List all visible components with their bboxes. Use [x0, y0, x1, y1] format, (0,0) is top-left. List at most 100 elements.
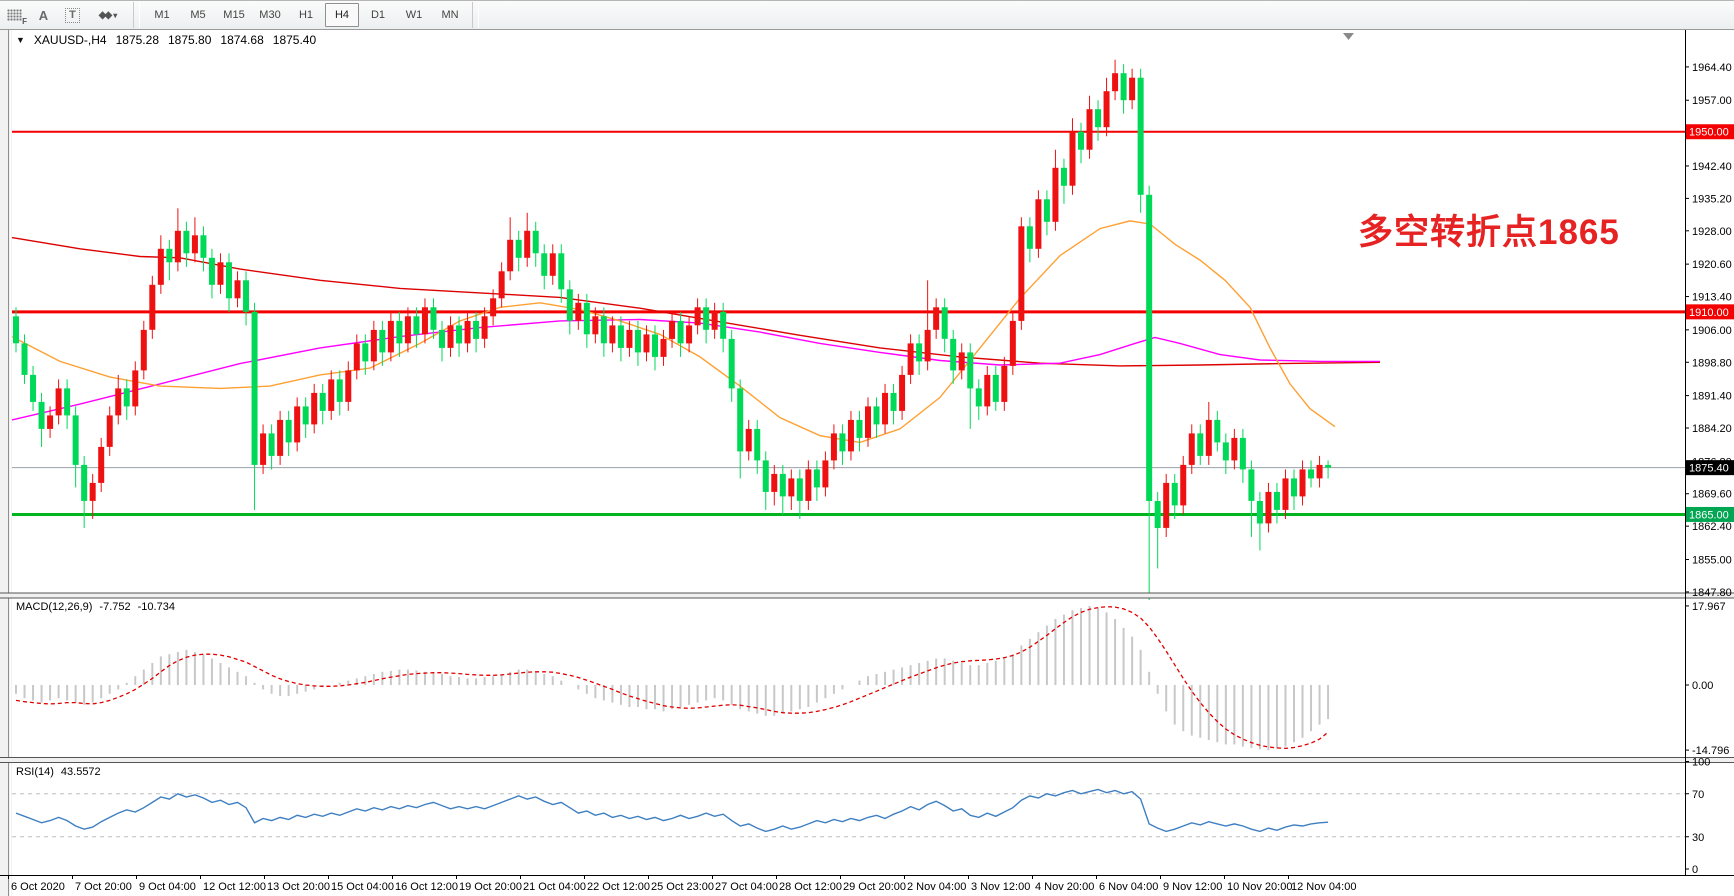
svg-text:16 Oct 12:00: 16 Oct 12:00 — [395, 881, 458, 893]
panel-separators — [0, 592, 1734, 763]
svg-text:1935.20: 1935.20 — [1692, 193, 1732, 205]
svg-text:2 Nov 04:00: 2 Nov 04:00 — [907, 881, 966, 893]
rsi-panel — [12, 788, 1685, 838]
svg-text:1891.40: 1891.40 — [1692, 391, 1732, 403]
fibonacci-tool-button[interactable]: F — [1, 3, 28, 27]
price-axis[interactable]: 1964.40 1957.00 1942.40 1935.20 1928.00 1920.… — [1685, 62, 1732, 599]
macd-signal-line — [15, 606, 1329, 750]
svg-text:17.967: 17.967 — [1692, 601, 1726, 613]
svg-text:1862.40: 1862.40 — [1692, 521, 1732, 533]
svg-text:27 Oct 04:00: 27 Oct 04:00 — [715, 881, 778, 893]
toolbar-separator — [133, 2, 140, 28]
toolbar-separator-2 — [472, 2, 479, 28]
svg-text:1950.00: 1950.00 — [1689, 127, 1729, 139]
svg-text:1906.00: 1906.00 — [1692, 325, 1732, 337]
svg-text:1855.00: 1855.00 — [1692, 554, 1732, 566]
svg-text:-14.796: -14.796 — [1692, 745, 1729, 757]
svg-text:1942.40: 1942.40 — [1692, 161, 1732, 173]
svg-text:70: 70 — [1692, 789, 1704, 801]
timeframe-button-m30[interactable]: M30 — [259, 9, 281, 21]
fibonacci-grid-icon: F — [7, 9, 27, 26]
svg-text:19 Oct 20:00: 19 Oct 20:00 — [459, 881, 522, 893]
svg-text:28 Oct 12:00: 28 Oct 12:00 — [779, 881, 842, 893]
background — [0, 30, 1734, 896]
macd-panel — [15, 605, 1330, 751]
svg-text:1847.80: 1847.80 — [1692, 587, 1732, 599]
axes-frame — [0, 30, 1734, 876]
rsi-value: 43.5572 — [60, 766, 101, 778]
ma-fast — [11, 220, 1336, 444]
macd-indicator-label: MACD(12,26,9) -7.752 -10.734 — [16, 601, 175, 613]
arrows-icon: ◆◆ — [98, 9, 112, 21]
chart-shift-marker-icon — [1343, 33, 1354, 40]
svg-text:9 Oct 04:00: 9 Oct 04:00 — [139, 881, 196, 893]
svg-text:7 Oct 20:00: 7 Oct 20:00 — [75, 881, 132, 893]
svg-text:6 Nov 04:00: 6 Nov 04:00 — [1099, 881, 1158, 893]
macd-signal-value: -10.734 — [137, 601, 175, 613]
svg-text:3 Nov 12:00: 3 Nov 12:00 — [971, 881, 1030, 893]
svg-text:1957.00: 1957.00 — [1692, 95, 1732, 107]
svg-text:25 Oct 23:00: 25 Oct 23:00 — [651, 881, 714, 893]
svg-text:1875.40: 1875.40 — [1689, 463, 1729, 475]
timeframe-button-h4[interactable]: H4 — [325, 3, 359, 27]
symbol-timeframe-label: XAUUSD-,H4 — [33, 33, 107, 47]
left-gutter — [0, 30, 12, 896]
arrows-tool-button[interactable]: ◆◆ ▾ — [88, 3, 128, 27]
svg-text:100: 100 — [1692, 757, 1710, 769]
text-label-tool-button[interactable]: T — [59, 3, 86, 27]
toolbar: F A T ◆◆ ▾ M1 M5 M15 M30 H1 H4 D1 W1 MN — [0, 0, 1734, 30]
timeframe-group: M1 M5 M15 M30 H1 H4 D1 W1 MN — [144, 3, 468, 27]
symbol-dropdown-icon[interactable]: ▼ — [16, 35, 25, 45]
svg-text:6 Oct 2020: 6 Oct 2020 — [11, 881, 65, 893]
timeframe-button-h1[interactable]: H1 — [298, 9, 314, 21]
ma-mid — [11, 318, 1380, 421]
text-tool-button[interactable]: A — [30, 3, 57, 27]
svg-text:13 Oct 20:00: 13 Oct 20:00 — [267, 881, 330, 893]
svg-text:22 Oct 12:00: 22 Oct 12:00 — [587, 881, 650, 893]
timeframe-button-m5[interactable]: M5 — [190, 9, 206, 21]
timeframe-button-d1[interactable]: D1 — [370, 9, 386, 21]
svg-text:0.00: 0.00 — [1692, 680, 1713, 692]
chevron-down-icon: ▾ — [113, 10, 118, 20]
svg-text:9 Nov 12:00: 9 Nov 12:00 — [1163, 881, 1222, 893]
svg-text:30: 30 — [1692, 832, 1704, 844]
time-axis[interactable]: 6 Oct 2020 7 Oct 20:00 9 Oct 04:00 12 Oct 1… — [8, 875, 1357, 893]
timeframe-button-mn[interactable]: MN — [441, 9, 459, 21]
svg-text:1869.60: 1869.60 — [1692, 489, 1732, 501]
svg-text:12 Nov 04:00: 12 Nov 04:00 — [1291, 881, 1356, 893]
svg-text:1964.40: 1964.40 — [1692, 62, 1732, 74]
horizontal-levels — [12, 130, 1685, 516]
candlesticks — [13, 59, 1332, 601]
svg-text:4 Nov 20:00: 4 Nov 20:00 — [1035, 881, 1094, 893]
svg-text:29 Oct 20:00: 29 Oct 20:00 — [843, 881, 906, 893]
text-label-icon: T — [65, 7, 80, 23]
svg-text:1913.40: 1913.40 — [1692, 292, 1732, 304]
svg-text:21 Oct 04:00: 21 Oct 04:00 — [523, 881, 586, 893]
svg-text:12 Oct 12:00: 12 Oct 12:00 — [203, 881, 266, 893]
price-badges: 1950.00 1910.00 1875.40 1865.00 — [1686, 124, 1734, 522]
macd-main-value: -7.752 — [99, 601, 131, 613]
ohlc-close: 1875.40 — [272, 33, 317, 47]
svg-text:1884.20: 1884.20 — [1692, 423, 1732, 435]
svg-text:1865.00: 1865.00 — [1689, 509, 1729, 521]
rsi-line — [15, 788, 1329, 833]
svg-text:1928.00: 1928.00 — [1692, 226, 1732, 238]
shift-marker — [1343, 33, 1354, 40]
chart-title: ▼ XAUUSD-,H4 1875.28 1875.80 1874.68 187… — [16, 33, 316, 47]
timeframe-button-m15[interactable]: M15 — [223, 9, 245, 21]
svg-text:15 Oct 04:00: 15 Oct 04:00 — [331, 881, 394, 893]
timeframe-button-m1[interactable]: M1 — [154, 9, 170, 21]
macd-name: MACD(12,26,9) — [16, 601, 93, 613]
timeframe-button-w1[interactable]: W1 — [405, 9, 423, 21]
analyst-annotation: 多空转折点1865 — [1358, 213, 1620, 252]
svg-text:1898.80: 1898.80 — [1692, 357, 1732, 369]
rsi-indicator-label: RSI(14) 43.5572 — [16, 766, 101, 778]
ohlc-high: 1875.80 — [168, 33, 212, 47]
rsi-name: RSI(14) — [16, 766, 54, 778]
svg-text:10 Nov 20:00: 10 Nov 20:00 — [1227, 881, 1292, 893]
ohlc-open: 1875.28 — [115, 33, 159, 47]
svg-text:1920.60: 1920.60 — [1692, 259, 1732, 271]
svg-text:0: 0 — [1692, 864, 1698, 876]
